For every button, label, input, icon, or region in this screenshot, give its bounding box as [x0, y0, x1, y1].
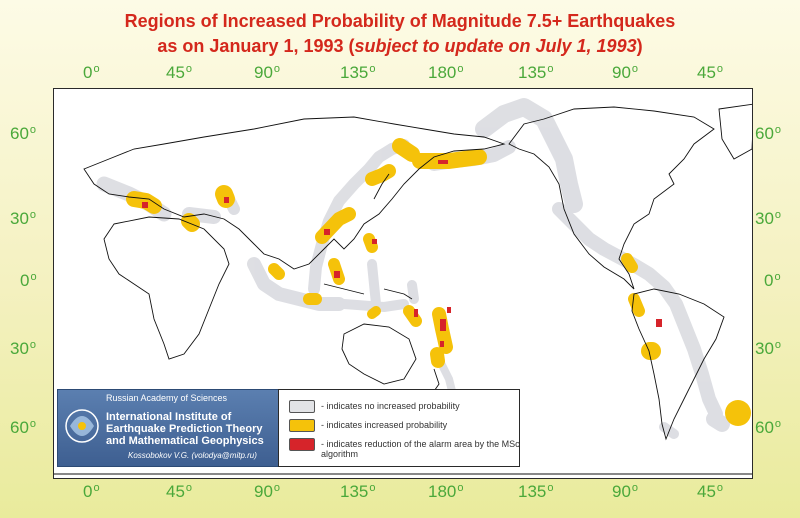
- longitude-tick-bottom: 180o: [428, 482, 464, 501]
- longitude-tick-top: 180o: [428, 63, 464, 82]
- legend-label: - indicates increased probability: [321, 420, 448, 430]
- reduction-zones: [142, 160, 662, 347]
- latitude-tick-left: 30o: [10, 339, 37, 358]
- legend-swatch-gray: [289, 400, 315, 413]
- legend-swatch-red: [289, 438, 315, 451]
- longitude-tick-bottom: 45o: [166, 482, 193, 501]
- longitude-tick-top: 135o: [340, 63, 376, 82]
- longitude-tick-top: 135o: [518, 63, 554, 82]
- longitude-tick-top: 45o: [166, 63, 193, 82]
- academy-label: Russian Academy of Sciences: [106, 393, 228, 403]
- map-title-line2: as on January 1, 1993 (subject to update…: [157, 36, 643, 56]
- longitude-tick-top: 0o: [83, 63, 100, 82]
- latitude-tick-left: 30o: [10, 209, 37, 228]
- longitude-tick-top: 90o: [254, 63, 281, 82]
- institute-logo: [65, 409, 99, 443]
- legend-label: - indicates reduction of the alarm area …: [321, 439, 520, 459]
- longitude-tick-bottom: 90o: [254, 482, 281, 501]
- longitude-tick-bottom: 90o: [612, 482, 639, 501]
- longitude-tick-bottom: 0o: [83, 482, 100, 501]
- latitude-tick-right: 60o: [755, 418, 782, 437]
- longitude-tick-bottom: 135o: [340, 482, 376, 501]
- legend-label: - indicates no increased probability: [321, 401, 460, 411]
- latitude-tick-right: 60o: [755, 124, 782, 143]
- longitude-tick-bottom: 45o: [697, 482, 724, 501]
- legend-swatch-yellow: [289, 419, 315, 432]
- latitude-tick-right: 30o: [755, 339, 782, 358]
- latitude-tick-right: 30o: [755, 209, 782, 228]
- world-map-svg: [54, 98, 755, 475]
- coastlines: [54, 103, 755, 475]
- map-title-line1: Regions of Increased Probability of Magn…: [124, 11, 676, 31]
- institute-name: International Institute of Earthquake Pr…: [106, 411, 264, 447]
- longitude-tick-bottom: 135o: [518, 482, 554, 501]
- longitude-tick-top: 90o: [612, 63, 639, 82]
- institute-box: Russian Academy of Sciences Internationa…: [57, 389, 279, 467]
- latitude-tick-left: 0o: [20, 271, 37, 290]
- latitude-tick-right: 0o: [764, 271, 781, 290]
- longitude-tick-top: 45o: [697, 63, 724, 82]
- latitude-tick-left: 60o: [10, 124, 37, 143]
- map-legend: - indicates no increased probability - i…: [278, 389, 520, 467]
- author-credit: Kossobokov V.G. (volodya@mitp.ru): [128, 451, 257, 460]
- latitude-tick-left: 60o: [10, 418, 37, 437]
